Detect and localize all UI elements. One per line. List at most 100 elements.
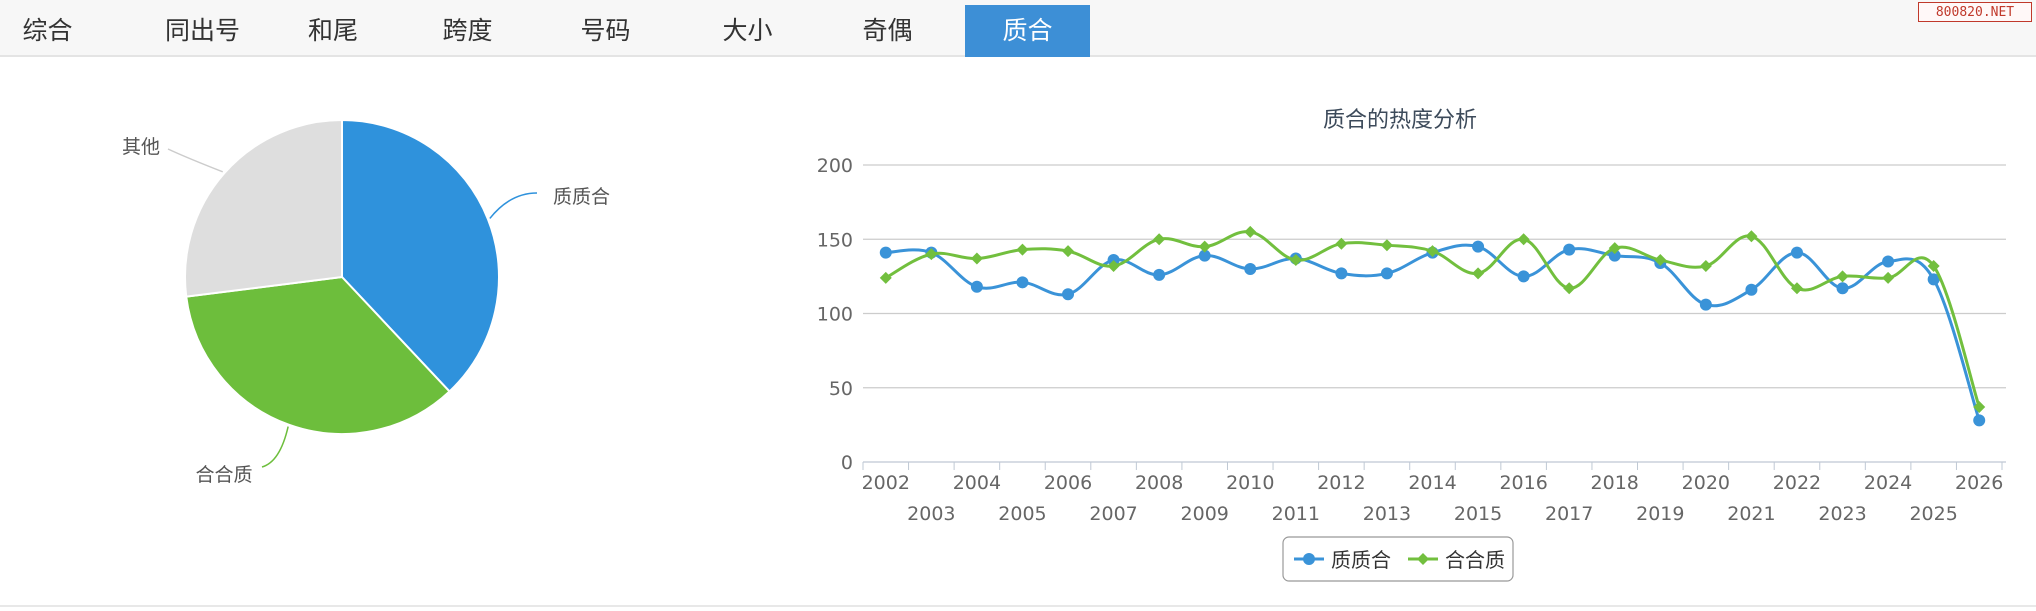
tab-span[interactable]: 跨度 <box>442 16 493 45</box>
tab-bar: 综合 同出号 和尾 跨度 号码 大小 奇偶 质合 <box>0 0 2036 57</box>
data-point <box>1198 240 1211 253</box>
x-tick-label: 2024 <box>1864 472 1912 494</box>
x-tick-label: 2008 <box>1135 472 1183 494</box>
data-point <box>1335 267 1348 280</box>
data-point <box>1790 282 1803 295</box>
x-tick-label: 2006 <box>1044 472 1092 494</box>
data-point <box>1654 254 1667 267</box>
data-point <box>879 271 892 284</box>
data-point <box>1608 249 1621 262</box>
y-tick-label: 200 <box>817 155 853 177</box>
legend-box <box>1282 536 1514 582</box>
data-point <box>1927 273 1940 286</box>
data-point <box>1882 255 1895 268</box>
x-tick-label: 2022 <box>1773 472 1821 494</box>
x-tick-label: 2021 <box>1727 503 1775 525</box>
data-point <box>1016 276 1029 289</box>
x-tick-label: 2010 <box>1226 472 1274 494</box>
x-tick-label: 2004 <box>953 472 1001 494</box>
data-point <box>1882 271 1895 284</box>
data-point <box>925 248 938 261</box>
data-point <box>1608 242 1621 255</box>
data-point <box>1836 270 1849 283</box>
data-point <box>1472 240 1485 253</box>
series-line <box>885 230 1981 408</box>
data-point <box>1927 259 1940 272</box>
x-tick-label: 2018 <box>1591 472 1639 494</box>
data-point <box>970 252 983 265</box>
x-tick-label: 2012 <box>1317 472 1365 494</box>
y-tick-label: 0 <box>841 452 853 474</box>
x-tick-label: 2017 <box>1545 503 1593 525</box>
x-tick-label: 2019 <box>1636 503 1684 525</box>
data-point <box>879 246 892 259</box>
x-tick-label: 2003 <box>907 503 955 525</box>
data-point <box>1289 254 1302 267</box>
legend-marker <box>1417 553 1429 565</box>
data-point <box>1517 233 1530 246</box>
data-point <box>1426 245 1439 258</box>
data-point <box>1244 225 1257 238</box>
x-tick-label: 2005 <box>998 503 1046 525</box>
data-point <box>1699 298 1712 311</box>
legend-label: 质质合 <box>1331 548 1391 572</box>
data-point <box>1153 233 1166 246</box>
data-point <box>1563 282 1576 295</box>
x-tick-label: 2002 <box>862 472 910 494</box>
x-tick-label: 2015 <box>1454 503 1502 525</box>
tab-same-number[interactable]: 同出号 <box>164 16 240 45</box>
pie-slice <box>184 118 343 298</box>
x-tick-label: 2025 <box>1909 503 1957 525</box>
pie-connector <box>261 426 289 468</box>
pie-connector <box>489 192 538 219</box>
data-point <box>1062 245 1075 258</box>
y-tick-label: 100 <box>817 304 853 326</box>
tab-sum-tail[interactable]: 和尾 <box>307 16 358 45</box>
pie-label: 其他 <box>122 136 160 158</box>
x-tick-label: 2009 <box>1181 503 1229 525</box>
y-tick-label: 50 <box>829 378 853 400</box>
bottom-divider <box>0 605 2036 607</box>
x-tick-label: 2007 <box>1089 503 1137 525</box>
data-point <box>1517 270 1530 283</box>
chart-legend: 质质合 合合质 <box>1282 536 1514 582</box>
data-point <box>1699 259 1712 272</box>
data-point <box>1016 243 1029 256</box>
legend-marker <box>1303 553 1315 565</box>
pie-label: 合合质 <box>195 464 252 486</box>
data-point <box>1335 237 1348 250</box>
data-point <box>1563 243 1576 256</box>
x-tick-label: 2014 <box>1408 472 1456 494</box>
tab-big-small[interactable]: 大小 <box>722 16 773 45</box>
line-chart: 质合的热度分析 0 50 100 150 200 2002 2003 2004 2005 2006 2… <box>817 108 2006 582</box>
tab-prime-composite[interactable]: 质合 <box>965 5 1090 57</box>
site-watermark: 800820.NET <box>1918 2 2032 22</box>
tab-odd-even[interactable]: 奇偶 <box>862 16 913 45</box>
chart-title: 质合的热度分析 <box>1323 108 1477 133</box>
data-point <box>1836 282 1849 295</box>
data-point <box>1380 267 1393 280</box>
series-line <box>885 243 1981 421</box>
x-tick-label: 2023 <box>1818 503 1866 525</box>
data-point <box>1790 246 1803 259</box>
data-point <box>1745 230 1758 243</box>
x-tick-label: 2026 <box>1955 472 2003 494</box>
data-point <box>1244 262 1257 275</box>
data-point <box>970 280 983 293</box>
x-tick-label: 2016 <box>1499 472 1547 494</box>
x-tick-label: 2013 <box>1363 503 1411 525</box>
data-point <box>1745 283 1758 296</box>
data-point <box>1380 239 1393 252</box>
legend-label: 合合质 <box>1445 548 1505 572</box>
data-point <box>1198 249 1211 262</box>
data-point <box>1153 268 1166 281</box>
pie-connector <box>167 148 224 173</box>
pie-label: 质质合 <box>553 186 610 208</box>
tab-overview[interactable]: 综合 <box>22 16 73 45</box>
tab-number[interactable]: 号码 <box>580 16 631 45</box>
data-point <box>1062 288 1075 301</box>
x-tick-label: 2020 <box>1682 472 1730 494</box>
y-tick-label: 150 <box>817 229 853 251</box>
data-point <box>1107 259 1120 272</box>
